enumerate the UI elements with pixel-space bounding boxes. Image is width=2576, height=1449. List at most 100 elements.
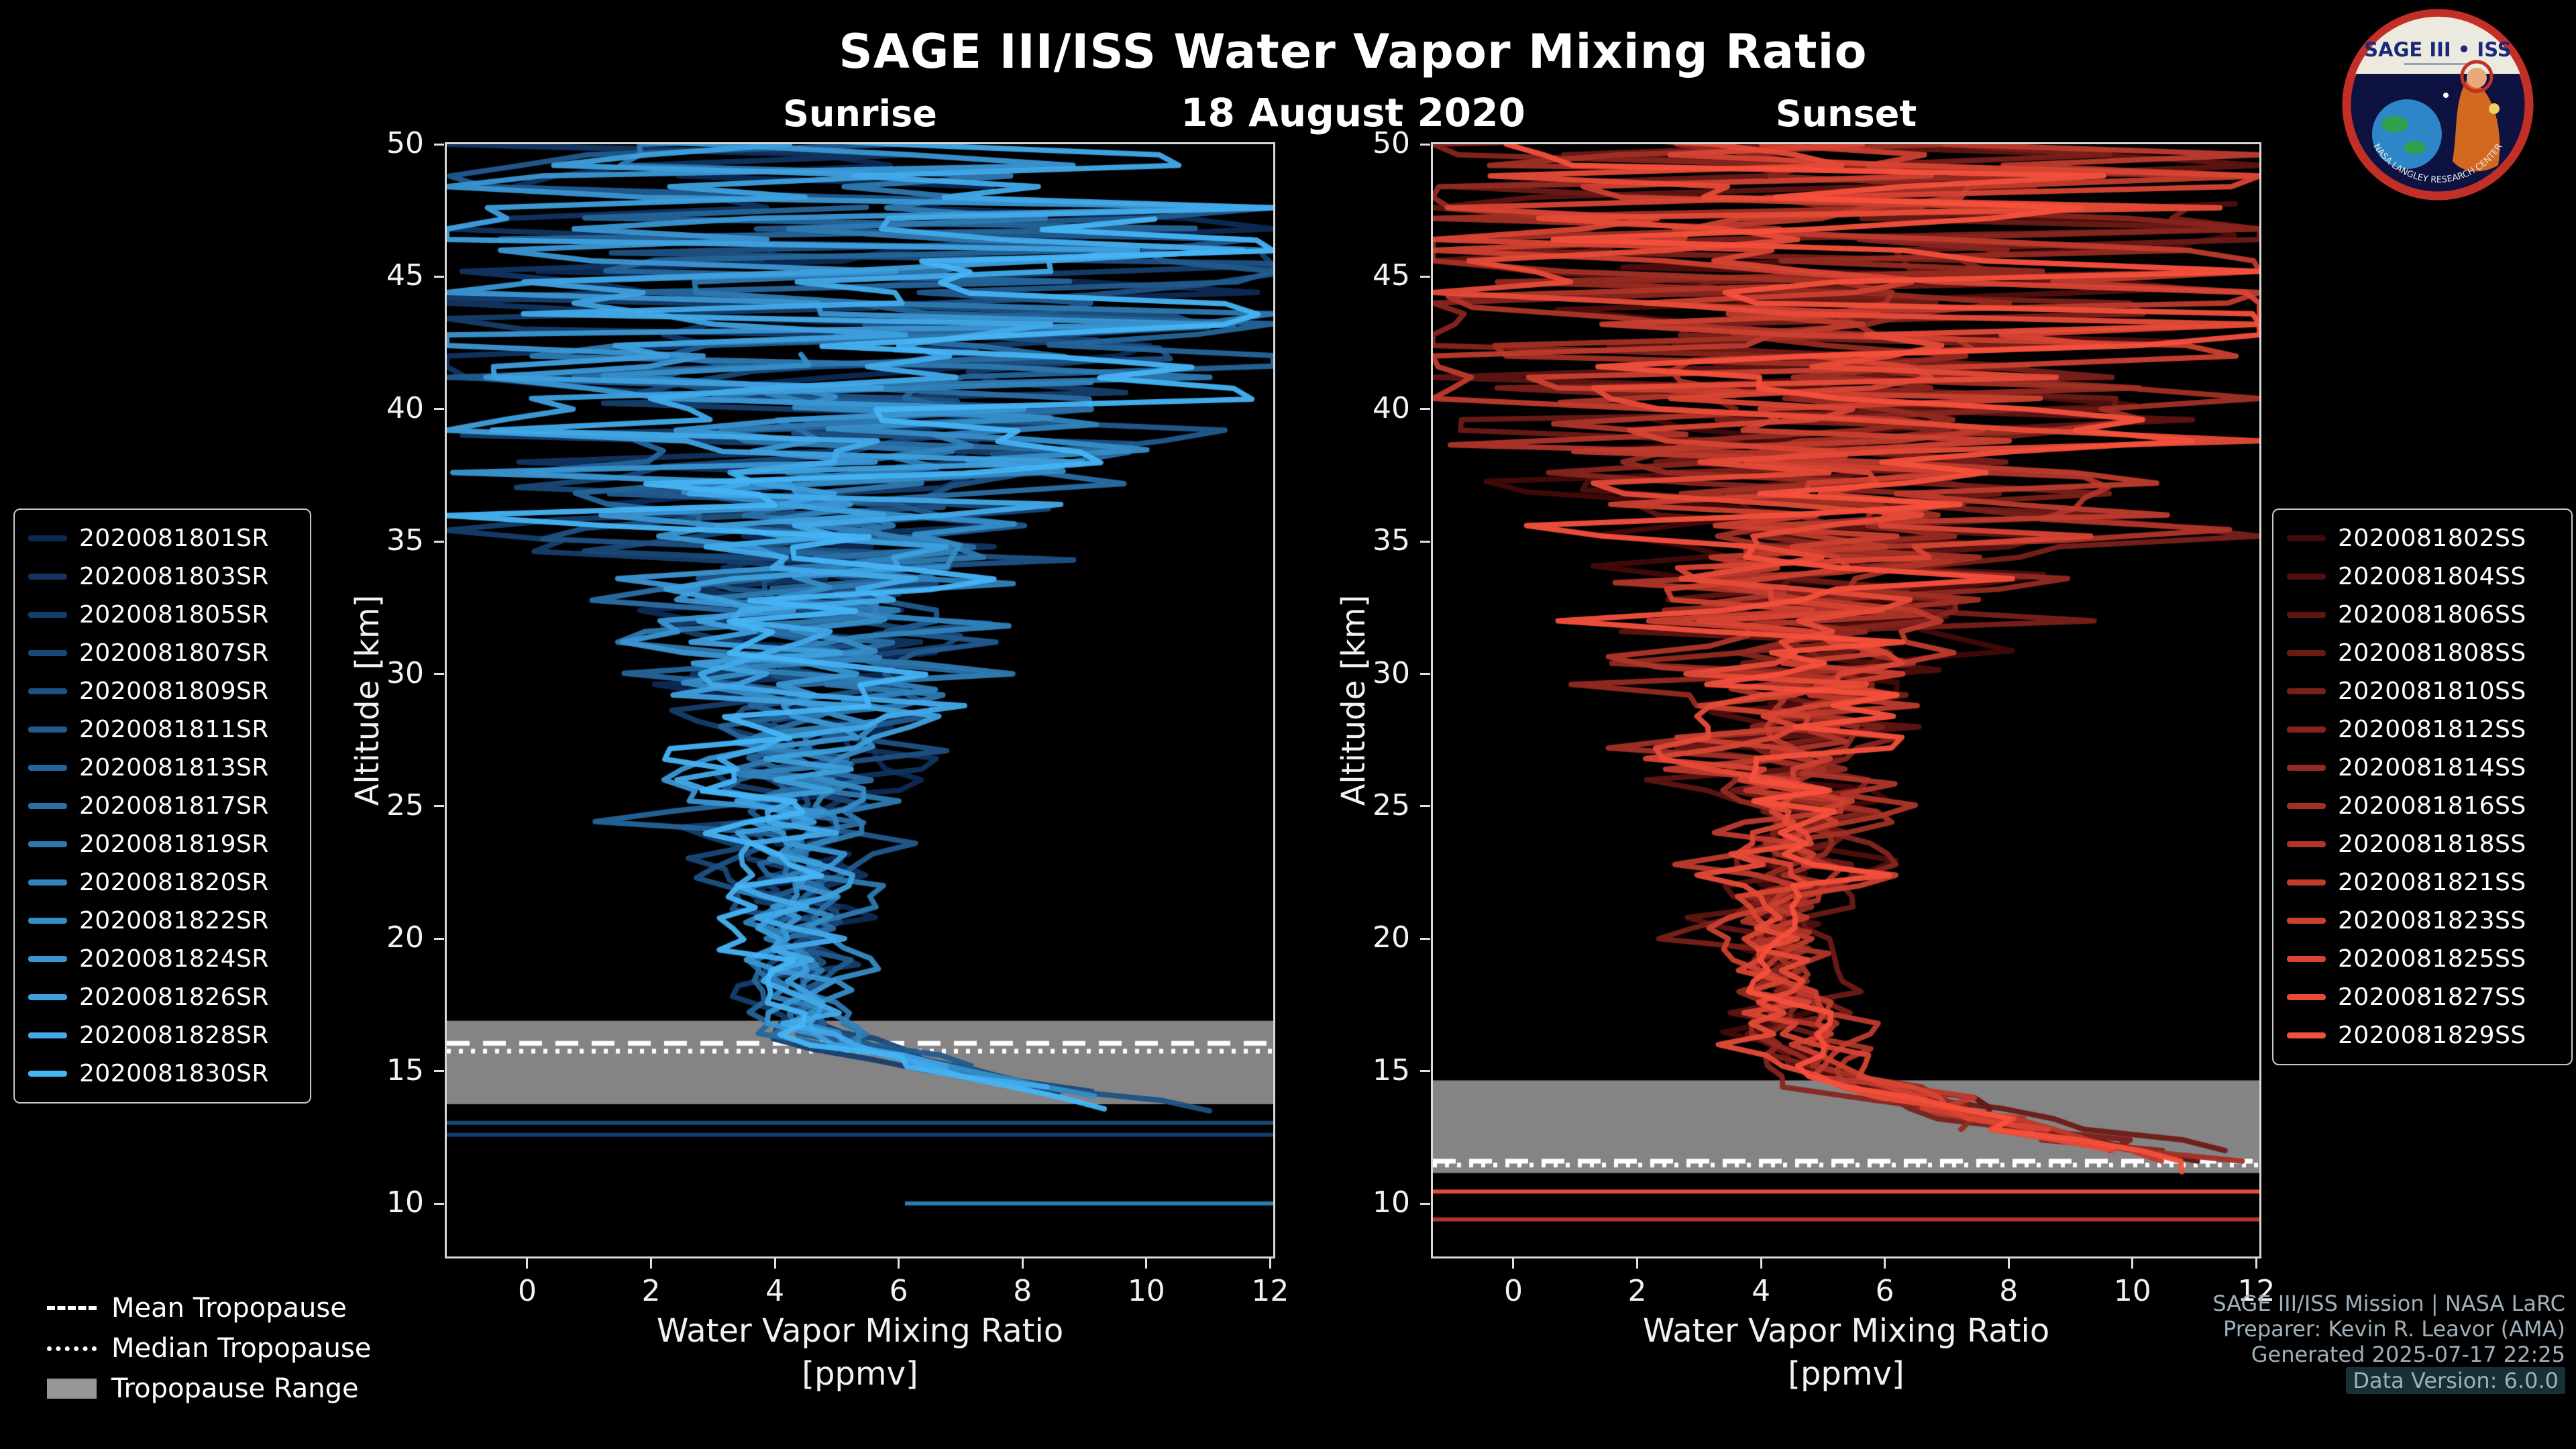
figure-date: 18 August 2020 bbox=[1181, 90, 1525, 136]
legend-line-swatch bbox=[2287, 956, 2326, 962]
y-tick-mark bbox=[434, 1070, 444, 1073]
logo-title: SAGE III • ISS bbox=[2364, 38, 2511, 61]
x-tick-label: 8 bbox=[1999, 1274, 2019, 1308]
logo-subtext-line bbox=[2404, 63, 2471, 65]
x-tick-label: 2 bbox=[641, 1274, 661, 1308]
legend-line-swatch bbox=[2287, 994, 2326, 1000]
legend-line-swatch bbox=[2287, 1032, 2326, 1038]
logo-earth-land bbox=[2381, 116, 2408, 132]
legend-line-swatch bbox=[28, 688, 67, 694]
panel-title-sunset: Sunset bbox=[1775, 93, 1917, 135]
legend-series-label: 2020081830SR bbox=[79, 1060, 269, 1087]
legend-series-label: 2020081824SR bbox=[79, 945, 269, 973]
y-tick-label: 40 bbox=[1373, 390, 1410, 425]
legend-line-swatch bbox=[28, 994, 67, 1000]
y-tick-label: 10 bbox=[386, 1185, 424, 1220]
legend-item: 2020081808SS bbox=[2287, 634, 2558, 672]
sunrise-plot-frame bbox=[445, 142, 1275, 1258]
x-axis-label-line1: Water Vapor Mixing Ratio bbox=[656, 1312, 1064, 1350]
legend-line-swatch bbox=[28, 650, 67, 656]
x-tick-mark bbox=[1269, 1258, 1271, 1269]
legend-series-label: 2020081806SS bbox=[2338, 601, 2526, 629]
legend-item: 2020081814SS bbox=[2287, 749, 2558, 787]
legend-series-label: 2020081826SR bbox=[79, 983, 269, 1011]
logo-earth bbox=[2372, 99, 2442, 169]
sage-iii-iss-logo: SAGE III • ISS NASA LANGLEY RESEARCH CEN… bbox=[2342, 9, 2534, 201]
legend-item: 2020081811SR bbox=[28, 710, 297, 749]
legend-line-swatch bbox=[28, 535, 67, 541]
x-tick-label: 4 bbox=[1752, 1274, 1771, 1308]
credit-line: Preparer: Kevin R. Leavor (AMA) bbox=[2222, 1316, 2565, 1342]
legend-line-swatch bbox=[2287, 918, 2326, 924]
legend-line-swatch bbox=[2287, 688, 2326, 694]
y-tick-label: 30 bbox=[1373, 655, 1410, 690]
legend-line-swatch bbox=[28, 803, 67, 809]
data-version-badge: Data Version: 6.0.0 bbox=[2346, 1367, 2565, 1394]
legend-item: 2020081802SS bbox=[2287, 519, 2558, 557]
tropopause-legend-label: Mean Tropopause bbox=[111, 1293, 347, 1324]
legend-series-label: 2020081820SR bbox=[79, 869, 269, 896]
legend-line-swatch bbox=[28, 612, 67, 618]
legend-item: 2020081819SR bbox=[28, 825, 297, 863]
y-tick-label: 10 bbox=[1373, 1185, 1410, 1220]
x-axis-label-line1: Water Vapor Mixing Ratio bbox=[1642, 1312, 2050, 1350]
y-tick-mark bbox=[1420, 275, 1430, 278]
sunrise-profiles-canvas bbox=[447, 144, 1273, 1256]
legend-line-swatch bbox=[28, 1032, 67, 1038]
legend-item: 2020081803SR bbox=[28, 557, 297, 596]
legend-series-label: 2020081804SS bbox=[2338, 563, 2526, 590]
legend-item: 2020081824SR bbox=[28, 940, 297, 978]
x-tick-mark bbox=[2007, 1258, 2010, 1269]
legend-item: 2020081822SR bbox=[28, 902, 297, 940]
credit-line: Data Version: 6.0.0 bbox=[2212, 1367, 2565, 1394]
x-tick-mark bbox=[2255, 1258, 2257, 1269]
legend-line-swatch bbox=[28, 765, 67, 771]
legend-series-label: 2020081817SR bbox=[79, 792, 269, 820]
y-tick-label: 50 bbox=[386, 126, 424, 160]
legend-line-swatch bbox=[2287, 612, 2326, 618]
y-tick-label: 25 bbox=[1373, 788, 1410, 822]
legend-series-label: 2020081813SR bbox=[79, 754, 269, 782]
y-axis-label-sunset: Altitude [km] bbox=[1335, 594, 1373, 806]
sunset-legend: 2020081802SS 2020081804SS 2020081806SS 2020… bbox=[2272, 508, 2573, 1065]
x-axis-label-sunrise: Water Vapor Mixing Ratio [ppmv] bbox=[657, 1309, 1063, 1395]
legend-line-swatch bbox=[28, 574, 67, 580]
legend-series-label: 2020081818SS bbox=[2338, 830, 2526, 858]
sunrise-legend: 2020081801SR 2020081803SR 2020081805SR 2020… bbox=[13, 508, 311, 1104]
y-tick-mark bbox=[434, 1202, 444, 1205]
logo-star bbox=[2443, 93, 2449, 98]
legend-series-label: 2020081811SR bbox=[79, 716, 269, 743]
x-tick-label: 6 bbox=[889, 1274, 908, 1308]
legend-series-label: 2020081810SS bbox=[2338, 678, 2526, 705]
x-axis-label-line2: [ppmv] bbox=[802, 1355, 918, 1393]
y-tick-mark bbox=[1420, 408, 1430, 411]
legend-series-label: 2020081809SR bbox=[79, 678, 269, 705]
legend-item: 2020081828SR bbox=[28, 1016, 297, 1055]
legend-line-swatch bbox=[2287, 765, 2326, 771]
y-tick-mark bbox=[1420, 805, 1430, 808]
x-tick-label: 8 bbox=[1013, 1274, 1032, 1308]
y-tick-label: 40 bbox=[386, 390, 424, 425]
y-tick-label: 20 bbox=[1373, 920, 1410, 955]
sunset-plot-frame bbox=[1431, 142, 2261, 1258]
legend-line-swatch bbox=[28, 956, 67, 962]
x-tick-mark bbox=[1760, 1258, 1762, 1269]
logo-sun-dot bbox=[2489, 103, 2500, 114]
y-tick-label: 25 bbox=[386, 788, 424, 822]
legend-line-swatch bbox=[2287, 574, 2326, 580]
x-tick-label: 6 bbox=[1875, 1274, 1894, 1308]
legend-series-label: 2020081812SS bbox=[2338, 716, 2526, 743]
x-tick-label: 10 bbox=[1127, 1274, 1165, 1308]
x-tick-label: 4 bbox=[765, 1274, 785, 1308]
x-tick-mark bbox=[2131, 1258, 2134, 1269]
legend-item: 2020081827SS bbox=[2287, 978, 2558, 1016]
legend-line-swatch bbox=[2287, 803, 2326, 809]
legend-series-label: 2020081808SS bbox=[2338, 639, 2526, 667]
y-tick-label: 15 bbox=[1373, 1053, 1410, 1087]
legend-item: 2020081825SS bbox=[2287, 940, 2558, 978]
legend-item: 2020081809SR bbox=[28, 672, 297, 710]
legend-item: 2020081829SS bbox=[2287, 1016, 2558, 1055]
y-tick-mark bbox=[434, 937, 444, 940]
panel-title-sunrise: Sunrise bbox=[783, 93, 937, 135]
